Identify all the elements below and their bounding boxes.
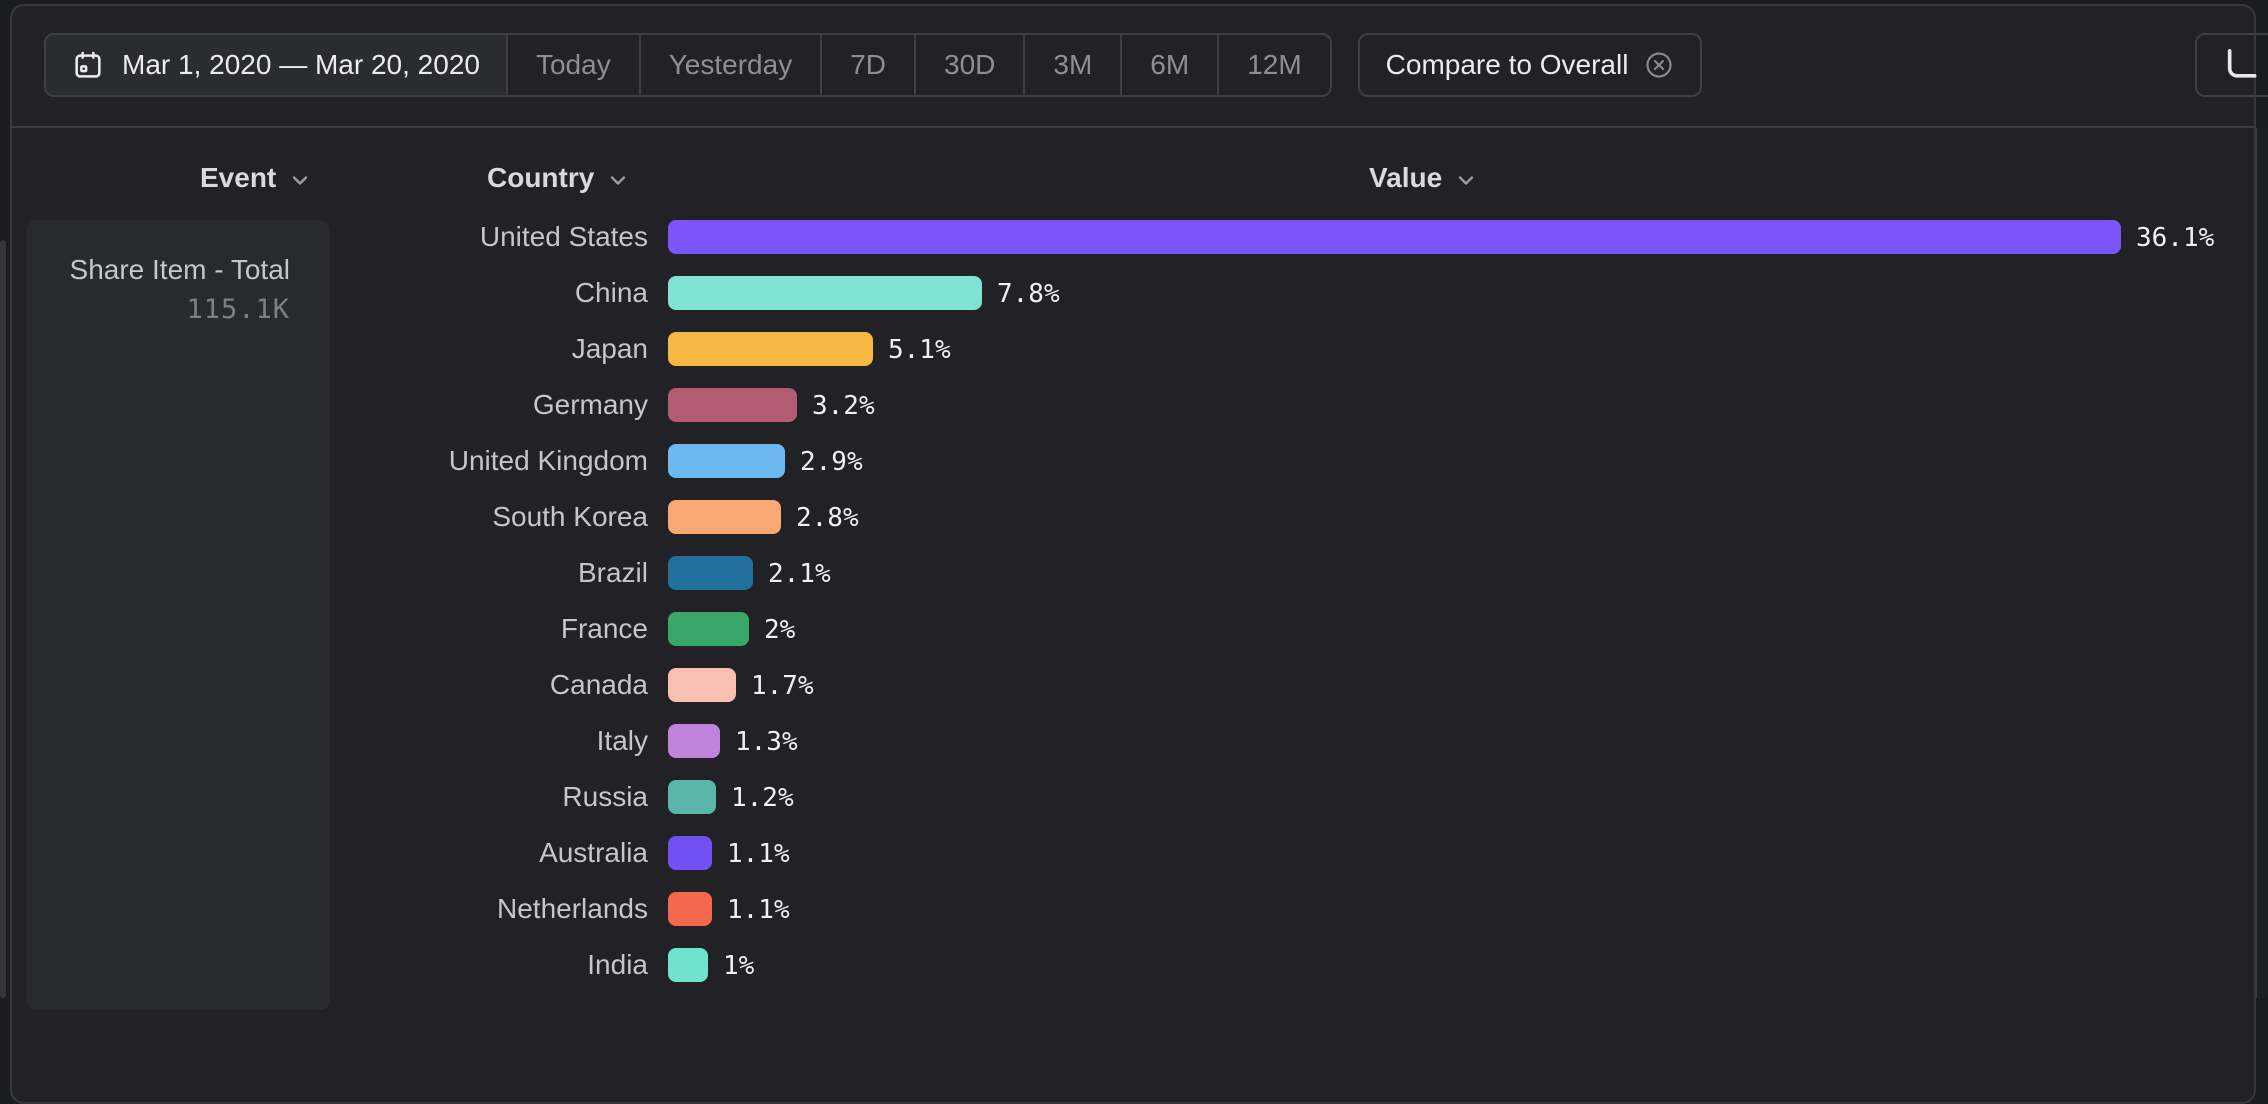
calendar-icon bbox=[72, 49, 104, 81]
event-header-label: Event bbox=[200, 162, 277, 193]
chevron-down-icon bbox=[1454, 168, 1478, 192]
country-bar[interactable] bbox=[668, 780, 716, 814]
bar-value-label: 2.9% bbox=[800, 447, 863, 477]
country-label: India bbox=[587, 949, 648, 980]
event-panel-share-item-total[interactable]: Share Item - Total 115.1K bbox=[27, 220, 330, 1010]
country-bar[interactable] bbox=[668, 556, 753, 590]
country-label: Japan bbox=[571, 333, 648, 364]
bar-value-label: 1.7% bbox=[751, 671, 814, 701]
chart-row: United States 36.1% bbox=[0, 220, 2268, 254]
column-header-value[interactable]: Value bbox=[1369, 160, 1478, 196]
country-label: United Kingdom bbox=[448, 445, 648, 476]
chart-row: United Kingdom 2.9% bbox=[0, 444, 2268, 478]
chart-row: Russia 1.2% bbox=[0, 780, 2268, 814]
preset-12m[interactable]: 12M bbox=[1217, 35, 1329, 95]
country-bar[interactable] bbox=[668, 948, 708, 982]
bar-value-label: 1.2% bbox=[731, 783, 794, 813]
bar-value-label: 3.2% bbox=[812, 391, 875, 421]
bar-value-label: 7.8% bbox=[997, 279, 1060, 309]
country-label: France bbox=[560, 613, 648, 644]
chevron-down-icon bbox=[288, 168, 312, 192]
bar-value-label: 1.1% bbox=[727, 895, 790, 925]
right-gutter bbox=[2257, 128, 2268, 998]
column-header-event[interactable]: Event bbox=[200, 160, 312, 196]
bar-value-label: 1% bbox=[723, 951, 755, 981]
left-scrollbar[interactable] bbox=[0, 240, 6, 998]
country-label: Australia bbox=[539, 837, 648, 868]
country-label: Russia bbox=[562, 781, 648, 812]
country-bar[interactable] bbox=[668, 500, 781, 534]
event-total-count: 115.1K bbox=[186, 294, 290, 325]
country-label: Canada bbox=[549, 669, 648, 700]
compare-to-overall-button[interactable]: Compare to Overall bbox=[1357, 33, 1703, 97]
remove-compare-circle-x-icon[interactable] bbox=[1644, 50, 1674, 80]
country-bar[interactable] bbox=[668, 668, 736, 702]
country-bar-chart: United States 36.1% China 7.8% Japan 5.1% Germ… bbox=[0, 220, 2268, 998]
chevron-down-icon bbox=[606, 168, 630, 192]
country-header-label: Country bbox=[487, 162, 595, 193]
country-bar[interactable] bbox=[668, 276, 982, 310]
country-bar[interactable] bbox=[668, 388, 797, 422]
chart-row: Germany 3.2% bbox=[0, 388, 2268, 422]
right-pane-divider bbox=[2255, 128, 2257, 998]
country-bar[interactable] bbox=[668, 724, 720, 758]
chart-row: Canada 1.7% bbox=[0, 668, 2268, 702]
preset-30d[interactable]: 30D bbox=[914, 35, 1023, 95]
dashboard-card bbox=[10, 4, 2256, 1104]
preset-7d[interactable]: 7D bbox=[820, 35, 914, 95]
country-label: South Korea bbox=[492, 501, 648, 532]
preset-today[interactable]: Today bbox=[505, 35, 639, 95]
compare-to-overall-label: Compare to Overall bbox=[1385, 49, 1629, 80]
bar-value-label: 5.1% bbox=[888, 335, 951, 365]
column-header-country[interactable]: Country bbox=[487, 160, 630, 196]
chart-type-button[interactable] bbox=[2195, 33, 2268, 97]
country-label: Brazil bbox=[577, 557, 648, 588]
toolbar: Mar 1, 2020 — Mar 20, 2020 Today Yesterd… bbox=[10, 4, 2256, 128]
date-range-button[interactable]: Mar 1, 2020 — Mar 20, 2020 bbox=[46, 35, 506, 95]
country-label: Germany bbox=[532, 389, 648, 420]
country-label: Netherlands bbox=[497, 893, 648, 924]
bar-value-label: 1.1% bbox=[727, 839, 790, 869]
country-bar[interactable] bbox=[668, 332, 873, 366]
chart-row: Netherlands 1.1% bbox=[0, 892, 2268, 926]
bar-value-label: 2.8% bbox=[796, 503, 859, 533]
country-bar[interactable] bbox=[668, 612, 749, 646]
bar-chart-axes-icon bbox=[2218, 45, 2258, 85]
country-bar[interactable] bbox=[668, 444, 785, 478]
bar-value-label: 2% bbox=[764, 615, 796, 645]
chart-row: China 7.8% bbox=[0, 276, 2268, 310]
country-label: United States bbox=[479, 221, 648, 252]
chart-row: Brazil 2.1% bbox=[0, 556, 2268, 590]
preset-6m[interactable]: 6M bbox=[1120, 35, 1217, 95]
chart-row: South Korea 2.8% bbox=[0, 500, 2268, 534]
country-label: China bbox=[574, 277, 648, 308]
chart-row: France 2% bbox=[0, 612, 2268, 646]
chart-row: Japan 5.1% bbox=[0, 332, 2268, 366]
country-bar[interactable] bbox=[668, 220, 2121, 254]
preset-yesterday[interactable]: Yesterday bbox=[638, 35, 821, 95]
date-range-segmented-control: Mar 1, 2020 — Mar 20, 2020 Today Yesterd… bbox=[44, 33, 1332, 97]
country-bar[interactable] bbox=[668, 892, 712, 926]
chart-row: Italy 1.3% bbox=[0, 724, 2268, 758]
bar-value-label: 36.1% bbox=[2136, 223, 2215, 253]
country-label: Italy bbox=[596, 725, 648, 756]
event-name: Share Item - Total bbox=[69, 254, 290, 285]
chart-row: India 1% bbox=[0, 948, 2268, 982]
chart-row: Australia 1.1% bbox=[0, 836, 2268, 870]
country-bar[interactable] bbox=[668, 836, 712, 870]
value-header-label: Value bbox=[1369, 162, 1443, 193]
bar-value-label: 2.1% bbox=[768, 559, 831, 589]
preset-3m[interactable]: 3M bbox=[1023, 35, 1120, 95]
date-range-label: Mar 1, 2020 — Mar 20, 2020 bbox=[122, 49, 480, 80]
bar-value-label: 1.3% bbox=[735, 727, 798, 757]
